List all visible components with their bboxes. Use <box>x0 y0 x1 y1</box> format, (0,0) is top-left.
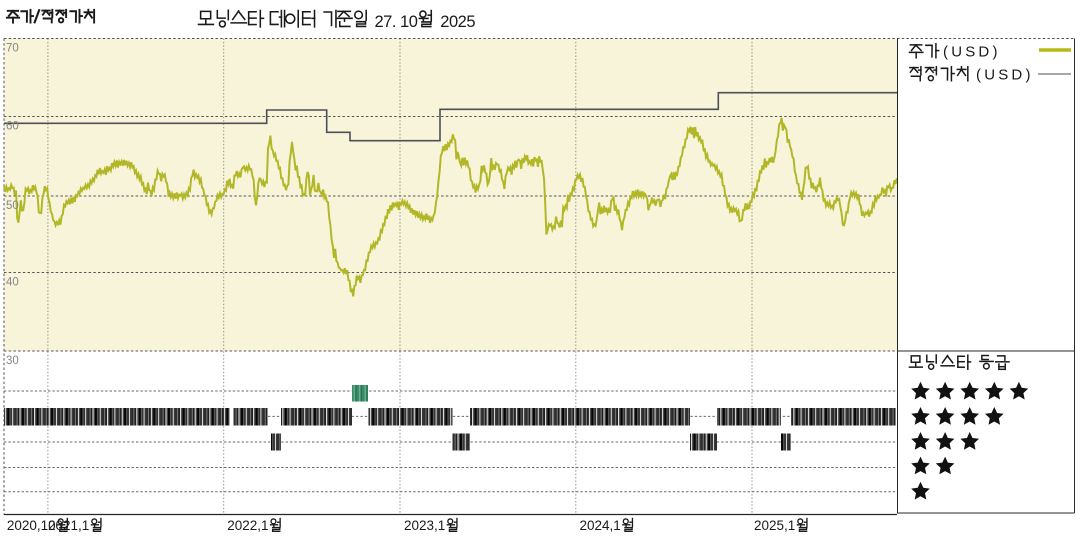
svg-text:70: 70 <box>6 43 19 55</box>
svg-text:(USD): (USD) <box>976 67 1034 84</box>
svg-text:27. 10: 27. 10 <box>375 13 418 31</box>
svg-text:40: 40 <box>6 277 19 289</box>
svg-text:2024,1: 2024,1 <box>580 518 621 533</box>
svg-text:30: 30 <box>6 355 19 367</box>
svg-text:2023,1: 2023,1 <box>404 518 445 533</box>
svg-text:(USD): (USD) <box>943 44 1001 61</box>
svg-text:2020,10: 2020,10 <box>7 518 56 533</box>
svg-text:50: 50 <box>6 200 19 212</box>
svg-text:2021,1: 2021,1 <box>48 518 89 533</box>
svg-text:2025: 2025 <box>440 13 475 31</box>
svg-text:2025,1: 2025,1 <box>754 518 795 533</box>
svg-text:2022,1: 2022,1 <box>227 518 268 533</box>
svg-text:60: 60 <box>6 121 19 133</box>
